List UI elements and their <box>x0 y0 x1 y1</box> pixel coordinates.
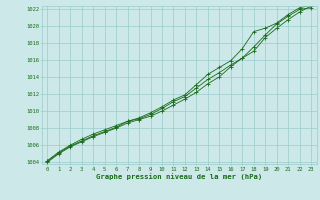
X-axis label: Graphe pression niveau de la mer (hPa): Graphe pression niveau de la mer (hPa) <box>96 173 262 180</box>
